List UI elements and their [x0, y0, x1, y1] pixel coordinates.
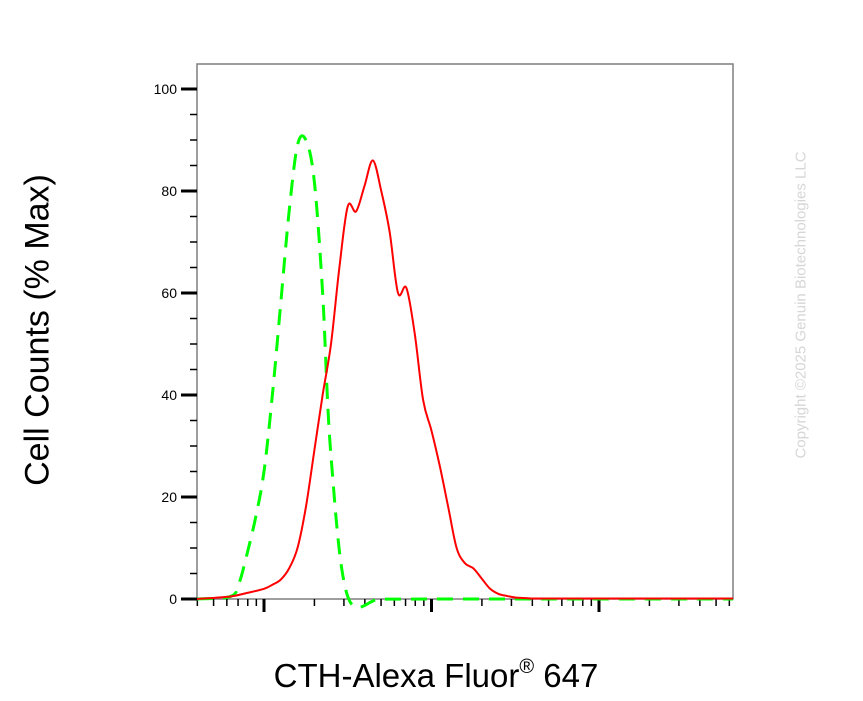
series-red-solid	[196, 159, 733, 600]
y-axis-label: Cell Counts (% Max)	[18, 174, 57, 486]
y-tick-label: 100	[154, 81, 178, 97]
x-axis-label-tail: 647	[534, 657, 599, 694]
registered-mark: ®	[519, 656, 535, 678]
y-tick-label: 40	[161, 387, 177, 403]
x-axis-label: CTH-Alexa Fluor® 647	[273, 656, 599, 695]
series-green-dashed	[196, 134, 733, 610]
y-tick-label: 20	[161, 489, 177, 505]
copyright-watermark: Copyright ©2025 Genuin Biotechnologies L…	[792, 151, 810, 459]
y-tick-label: 0	[169, 591, 177, 607]
y-tick-label: 60	[161, 285, 177, 301]
series-layer	[196, 134, 733, 610]
y-tick-label: 80	[161, 183, 177, 199]
plot-frame	[196, 63, 734, 600]
y-axis: 0 20 40 60 80 100	[154, 81, 197, 607]
x-axis-label-main: CTH-Alexa Fluor	[273, 657, 520, 694]
x-axis	[196, 599, 731, 612]
